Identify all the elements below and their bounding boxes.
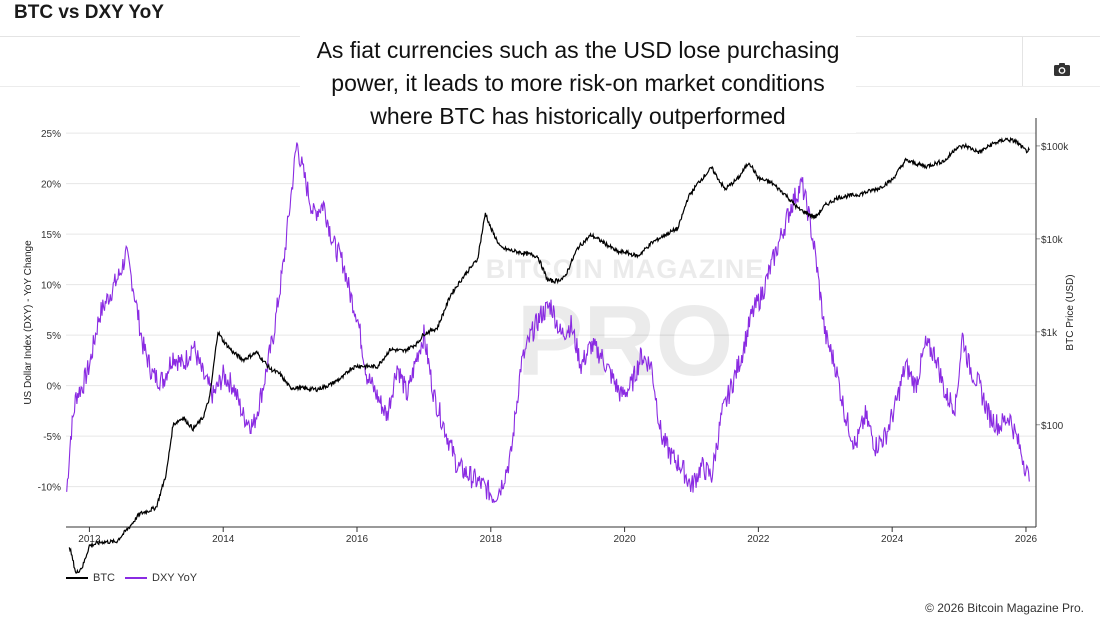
x-tick-label: 2020: [613, 534, 636, 545]
x-tick-label: 2016: [346, 534, 369, 545]
camera-icon-glyph: [1054, 63, 1070, 76]
btc-price-series-line: [68, 136, 1030, 574]
chart-annotation: As fiat currencies such as the USD lose …: [300, 34, 856, 133]
y-tick-label: 25%: [41, 129, 61, 140]
x-tick-label: 2014: [212, 534, 235, 545]
x-tick-label: 2024: [881, 534, 904, 545]
x-tick-label: 2018: [480, 534, 503, 545]
legend-item-btc[interactable]: BTC: [66, 572, 115, 584]
toolbar-separator: [1022, 36, 1023, 86]
y-tick-label: -10%: [38, 483, 61, 494]
page-title: BTC vs DXY YoY: [14, 2, 164, 23]
y-tick-label: 5%: [47, 331, 62, 342]
y2-tick-label: $100: [1041, 421, 1064, 432]
y2-tick-label: $100k: [1041, 142, 1069, 153]
x-tick-label: 2012: [78, 534, 101, 545]
watermark-text-pro: PRO: [517, 285, 734, 397]
legend-swatch-btc: [66, 577, 88, 579]
camera-icon[interactable]: [1050, 58, 1074, 82]
legend-label-btc: BTC: [93, 572, 115, 584]
legend-item-dxy[interactable]: DXY YoY: [125, 572, 197, 584]
y-tick-label: -5%: [43, 432, 61, 443]
chart-legend: BTC DXY YoY: [66, 572, 207, 584]
y-axis-title: US Dollar Index (DXY) - YoY Change: [23, 240, 34, 405]
dxy-yoy-series-line: [66, 142, 1030, 504]
y-tick-label: 20%: [41, 180, 61, 191]
y2-tick-label: $1k: [1041, 328, 1058, 339]
y-tick-label: 0%: [47, 382, 62, 393]
y2-axis-title: BTC Price (USD): [1065, 274, 1076, 350]
x-tick-label: 2026: [1015, 534, 1038, 545]
legend-swatch-dxy: [125, 577, 147, 579]
copyright-footer: © 2026 Bitcoin Magazine Pro.: [925, 601, 1084, 615]
x-tick-label: 2022: [747, 534, 770, 545]
legend-label-dxy: DXY YoY: [152, 572, 198, 584]
y-tick-label: 10%: [41, 281, 61, 292]
watermark-text: BITCOIN MAGAZINE: [486, 254, 765, 284]
y2-tick-label: $10k: [1041, 235, 1064, 246]
y-tick-label: 15%: [41, 230, 61, 241]
